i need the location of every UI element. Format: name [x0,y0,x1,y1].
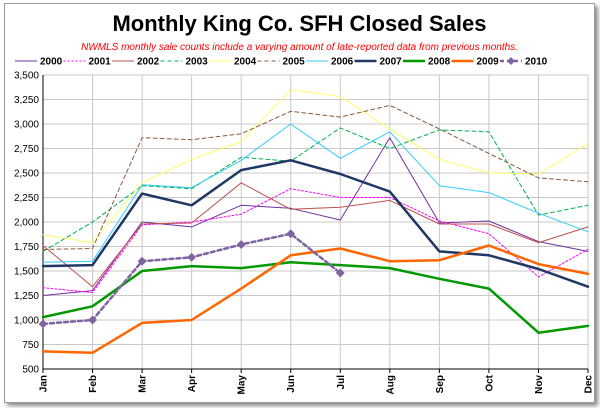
y-tick-label: 1,250 [14,291,39,302]
y-tick-label: 3,500 [14,71,39,82]
x-tick-label: Oct [484,374,495,391]
x-tick-label: Dec [584,375,595,394]
series-line-2007 [41,159,590,288]
series-line-2001 [42,188,589,294]
legend-marker-2010 [507,57,515,65]
y-tick-label: 750 [22,340,39,351]
y-tick-label: 2,000 [14,218,39,229]
legend-label-2000: 2000 [40,57,63,68]
data-point-2010 [286,229,296,239]
legend-label-2007: 2007 [380,57,403,68]
x-tick-label: Nov [534,375,545,394]
y-tick-label: 500 [22,365,39,376]
series-line-2003 [42,127,589,252]
legend-label-2003: 2003 [186,57,209,68]
series-line-2008 [41,260,590,334]
legend-label-2005: 2005 [283,57,306,68]
series-line-2000 [42,137,589,296]
y-tick-label: 2,500 [14,169,39,180]
chart-subtitle: NWMLS monthly sale counts include a vary… [81,42,518,53]
y-tick-label: 1,500 [14,267,39,278]
legend-label-2010: 2010 [525,57,548,68]
legend-label-2002: 2002 [137,57,160,68]
series-line-2004 [42,89,589,244]
data-point-2010 [87,315,98,325]
legend-label-2008: 2008 [428,57,451,68]
x-tick-label: Mar [138,375,149,393]
x-tick-label: Jun [286,375,297,393]
series-line-2006 [42,123,589,263]
legend-label-2001: 2001 [89,57,112,68]
data-point-2010 [187,252,197,262]
x-tick-label: Jul [336,375,347,390]
y-tick-label: 1,000 [14,316,39,327]
data-point-2010 [236,239,246,250]
x-tick-label: Aug [385,375,396,394]
data-point-2010 [335,268,345,278]
chart-frame: Monthly King Co. SFH Closed Sales NWMLS … [4,3,595,403]
y-tick-label: 3,250 [14,95,39,106]
data-point-2010 [137,256,147,266]
x-tick-label: Apr [187,375,198,392]
chart-title: Monthly King Co. SFH Closed Sales [112,11,487,36]
y-tick-label: 2,250 [14,193,39,204]
series-line-2002 [42,182,589,288]
x-tick-label: Jan [39,375,50,392]
line-chart: 500 750 1,000 1,250 1,500 1,750 2,000 2,250 2,50… [14,57,595,395]
x-tick-label: Sep [435,375,446,393]
data-point-2010 [38,319,48,329]
y-tick-label: 2,750 [14,144,39,155]
legend-label-2004: 2004 [234,57,257,68]
legend-label-2009: 2009 [477,57,500,68]
x-tick-label: May [237,375,248,395]
legend-label-2006: 2006 [331,57,354,68]
y-tick-label: 3,000 [14,120,39,131]
series-line-2005 [42,104,589,250]
y-tick-label: 1,750 [14,242,39,253]
x-tick-label: Feb [88,375,99,393]
